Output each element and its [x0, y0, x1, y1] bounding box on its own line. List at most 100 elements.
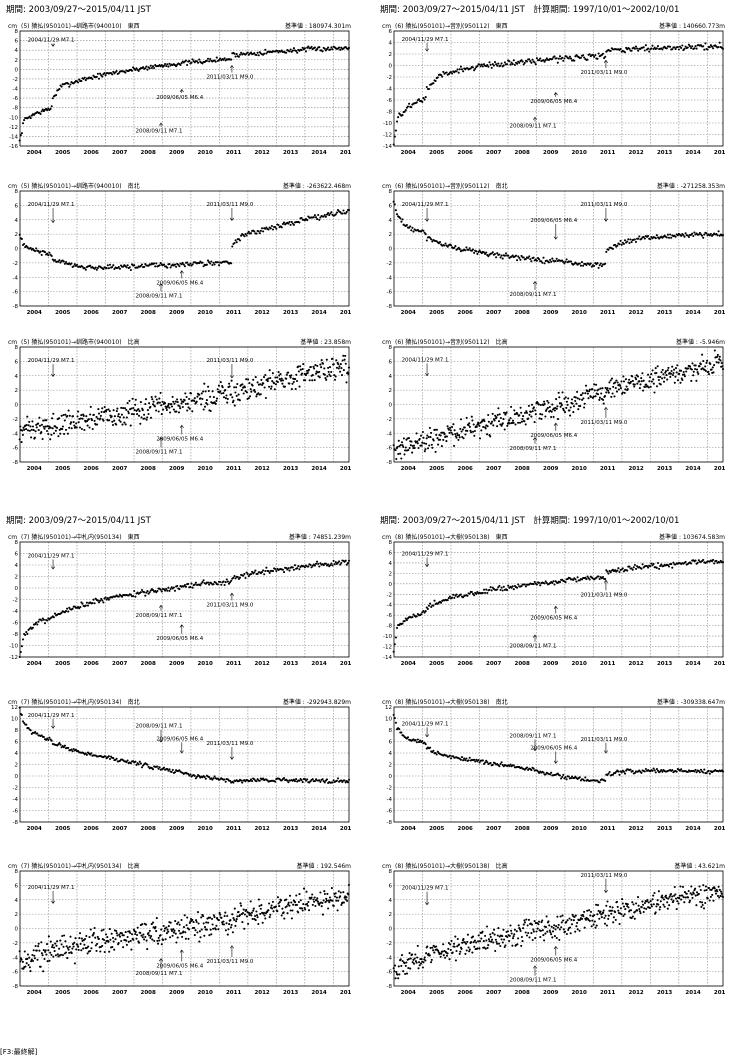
- data-point: [512, 935, 515, 938]
- data-point: [452, 593, 455, 596]
- data-point: [53, 258, 57, 262]
- data-point: [532, 767, 535, 770]
- data-point: [488, 61, 491, 64]
- data-point: [248, 779, 251, 782]
- data-point: [113, 419, 116, 422]
- data-point: [254, 569, 257, 572]
- data-point: [482, 940, 485, 943]
- data-point: [226, 914, 229, 918]
- data-point: [274, 376, 277, 379]
- annotation-arrowhead: [179, 949, 184, 953]
- data-point: [652, 767, 655, 770]
- data-point: [267, 228, 270, 231]
- quake-annotation: 2008/09/11 M7.1: [136, 449, 183, 455]
- data-point: [181, 935, 184, 938]
- data-point: [338, 560, 341, 563]
- x-tick-label: 2009: [543, 310, 558, 316]
- data-point: [493, 252, 497, 256]
- y-tick-label: 8: [389, 345, 393, 351]
- data-point: [79, 606, 82, 609]
- data-point: [25, 631, 28, 634]
- data-point: [511, 937, 515, 940]
- data-point: [477, 934, 480, 937]
- data-point: [187, 406, 190, 409]
- data-point: [489, 63, 492, 66]
- data-point: [520, 935, 523, 939]
- data-point: [578, 262, 581, 265]
- data-point: [538, 417, 541, 420]
- data-point: [717, 45, 720, 49]
- data-point: [174, 920, 177, 923]
- data-point: [343, 779, 346, 782]
- data-point: [654, 367, 657, 370]
- data-point: [84, 752, 87, 755]
- data-point: [274, 383, 278, 386]
- data-point: [412, 958, 415, 961]
- data-point: [214, 402, 217, 405]
- data-point: [325, 897, 328, 900]
- data-point: [692, 374, 695, 377]
- data-point: [676, 364, 679, 367]
- data-point: [497, 407, 500, 410]
- data-point: [274, 905, 278, 908]
- data-point: [426, 447, 430, 450]
- data-point: [210, 933, 213, 936]
- data-point: [233, 907, 236, 910]
- data-point: [527, 417, 530, 420]
- data-point: [285, 905, 288, 908]
- data-point: [346, 899, 349, 902]
- data-point: [638, 235, 641, 238]
- data-point: [230, 923, 233, 927]
- data-point: [496, 942, 499, 945]
- data-point: [416, 956, 419, 959]
- data-point: [18, 233, 21, 236]
- data-point: [90, 947, 93, 950]
- data-point: [162, 766, 166, 769]
- data-point: [333, 374, 336, 377]
- x-tick-label: 2010: [571, 990, 586, 996]
- x-tick-label: 2005: [55, 661, 70, 667]
- annotation-arrowhead: [50, 43, 56, 47]
- data-point: [555, 257, 558, 260]
- data-point: [238, 914, 241, 917]
- data-point: [47, 935, 50, 938]
- data-point: [76, 943, 79, 947]
- data-point: [519, 929, 522, 933]
- data-point: [493, 419, 496, 422]
- y-tick-label: -8: [387, 110, 393, 116]
- data-point: [191, 586, 194, 589]
- data-point: [506, 930, 509, 933]
- data-point: [404, 964, 407, 967]
- data-point: [435, 428, 438, 431]
- data-point: [108, 419, 111, 422]
- chart-title: cm (6) 猿払(950101)→音別(950112) 南北: [382, 183, 508, 190]
- chart-title: cm (7) 猿払(950101)→中札内(950134) 南北: [8, 699, 140, 706]
- data-point: [688, 45, 692, 48]
- data-point: [499, 256, 502, 259]
- data-point: [125, 266, 128, 269]
- data-point: [336, 777, 340, 780]
- data-point: [470, 590, 473, 594]
- data-point: [144, 935, 147, 939]
- data-point: [285, 898, 288, 901]
- y-tick-label: 0: [15, 247, 19, 253]
- data-point: [86, 604, 90, 607]
- chart-title: cm (5) 猿払(950101)→釧路市(940010) 南北: [8, 183, 140, 190]
- data-point: [642, 379, 645, 382]
- annotation-arrowhead: [532, 634, 538, 638]
- data-point: [315, 899, 318, 902]
- data-point: [404, 109, 407, 112]
- data-point: [574, 914, 577, 917]
- data-point: [165, 64, 168, 68]
- data-point: [85, 420, 89, 423]
- data-point: [333, 895, 337, 898]
- data-point: [276, 376, 279, 379]
- data-point: [463, 426, 466, 429]
- data-point: [220, 583, 223, 586]
- data-point: [578, 398, 581, 401]
- data-point: [690, 379, 693, 382]
- data-point: [682, 234, 685, 237]
- data-point: [247, 378, 250, 381]
- data-point: [319, 363, 322, 366]
